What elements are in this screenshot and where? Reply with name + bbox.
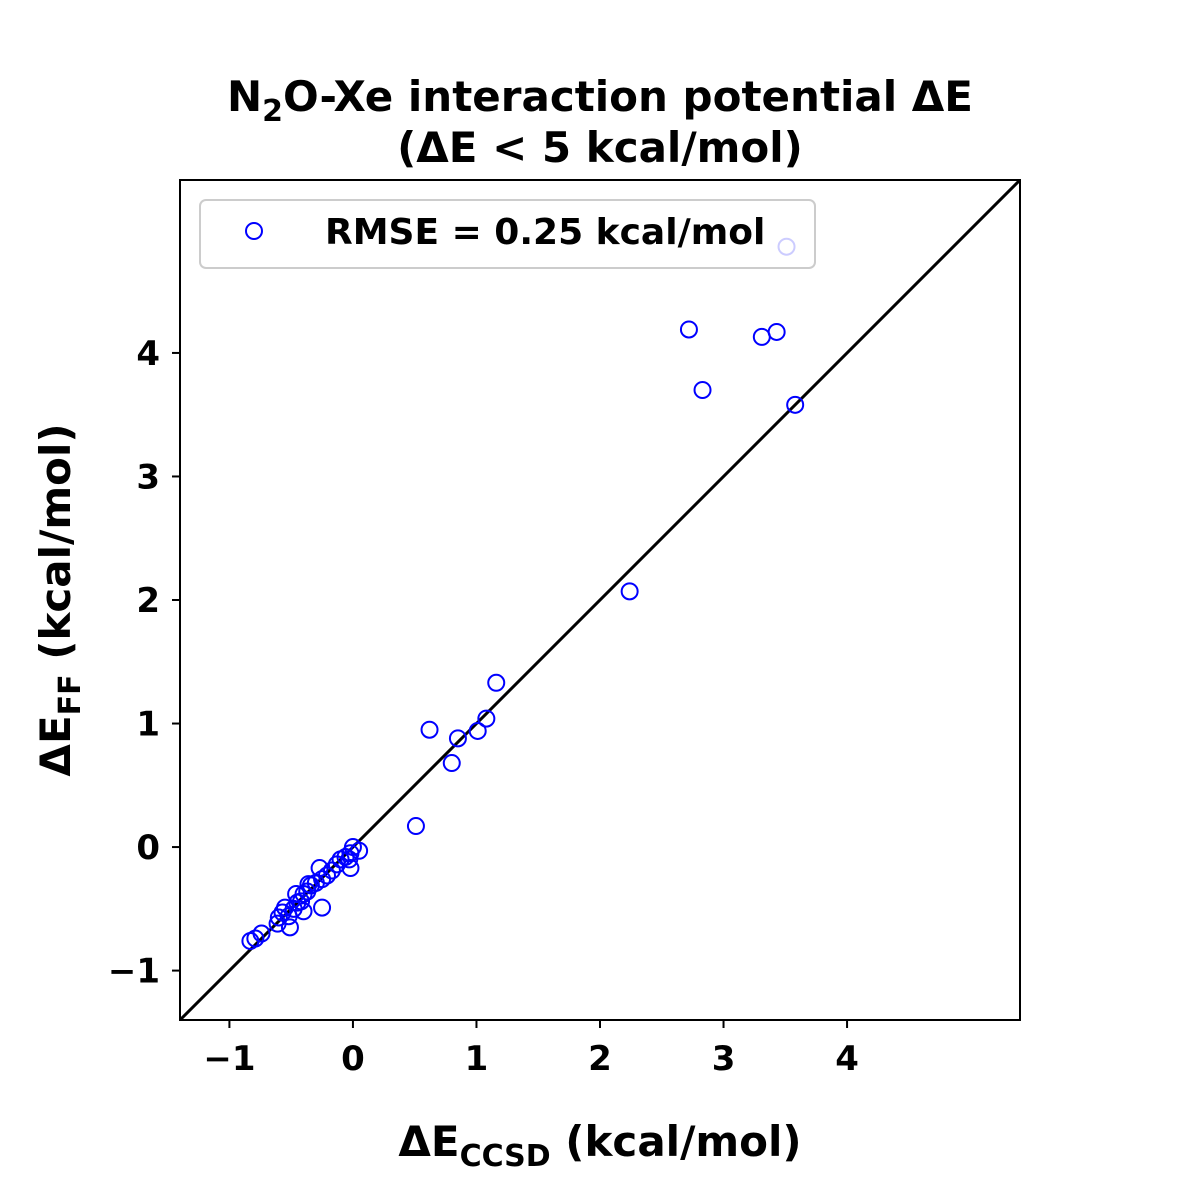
data-point-29 (299, 875, 318, 894)
y-tick-label-5: 4 (136, 334, 160, 374)
x-tick-label-4: 3 (712, 1039, 736, 1079)
data-point-6 (620, 582, 639, 601)
data-point-4 (693, 381, 712, 399)
x-tick-label-2: 1 (465, 1039, 489, 1079)
legend-marker (245, 222, 263, 240)
data-point-12 (442, 754, 461, 773)
data-point-39 (269, 908, 288, 927)
y-tick-label-3: 2 (136, 581, 160, 621)
data-point-3 (767, 322, 786, 341)
plot-area (180, 180, 1020, 1020)
x-tick-label-1: 0 (341, 1039, 365, 1079)
x-axis-label: ΔECCSD (kcal/mol) (398, 1117, 801, 1174)
data-point-10 (448, 729, 467, 748)
x-tick-label-5: 4 (835, 1039, 859, 1079)
data-point-40 (268, 914, 287, 933)
data-point-17 (340, 850, 359, 869)
x-tick-label-0: −1 (203, 1039, 255, 1079)
data-point-20 (331, 850, 350, 869)
y-tick-label-4: 3 (136, 457, 160, 497)
data-point-42 (313, 898, 332, 917)
data-point-13 (406, 817, 425, 836)
data-point-16 (341, 844, 360, 863)
y-tick-label-1: 0 (136, 828, 160, 868)
y-axis-label: ΔEFF (kcal/mol) (31, 423, 88, 776)
chart-title-line2: (ΔE < 5 kcal/mol) (397, 123, 803, 172)
x-axis-ticks: −1 0 1 2 3 4 (203, 1020, 859, 1079)
data-point-8 (477, 709, 496, 728)
legend: RMSE = 0.25 kcal/mol (199, 199, 816, 269)
data-point-9 (420, 720, 439, 739)
legend-label: RMSE = 0.25 kcal/mol (325, 212, 765, 253)
y-tick-label-0: −1 (108, 952, 160, 992)
data-point-5 (786, 395, 805, 414)
data-point-21 (327, 855, 346, 874)
y-tick-label-2: 1 (136, 705, 160, 745)
data-point-11 (468, 721, 487, 740)
data-point-1 (679, 320, 698, 339)
data-point-41 (280, 918, 299, 937)
chart-title-line1: N2O-Xe interaction potential ΔE (227, 72, 973, 129)
x-tick-label-3: 2 (588, 1039, 612, 1079)
data-point-45 (241, 931, 260, 950)
data-point-7 (487, 673, 506, 692)
data-point-38 (273, 903, 292, 922)
y-axis-ticks: −1 0 1 2 3 4 (108, 334, 180, 992)
legend-box (199, 199, 816, 269)
data-point-28 (298, 882, 317, 901)
